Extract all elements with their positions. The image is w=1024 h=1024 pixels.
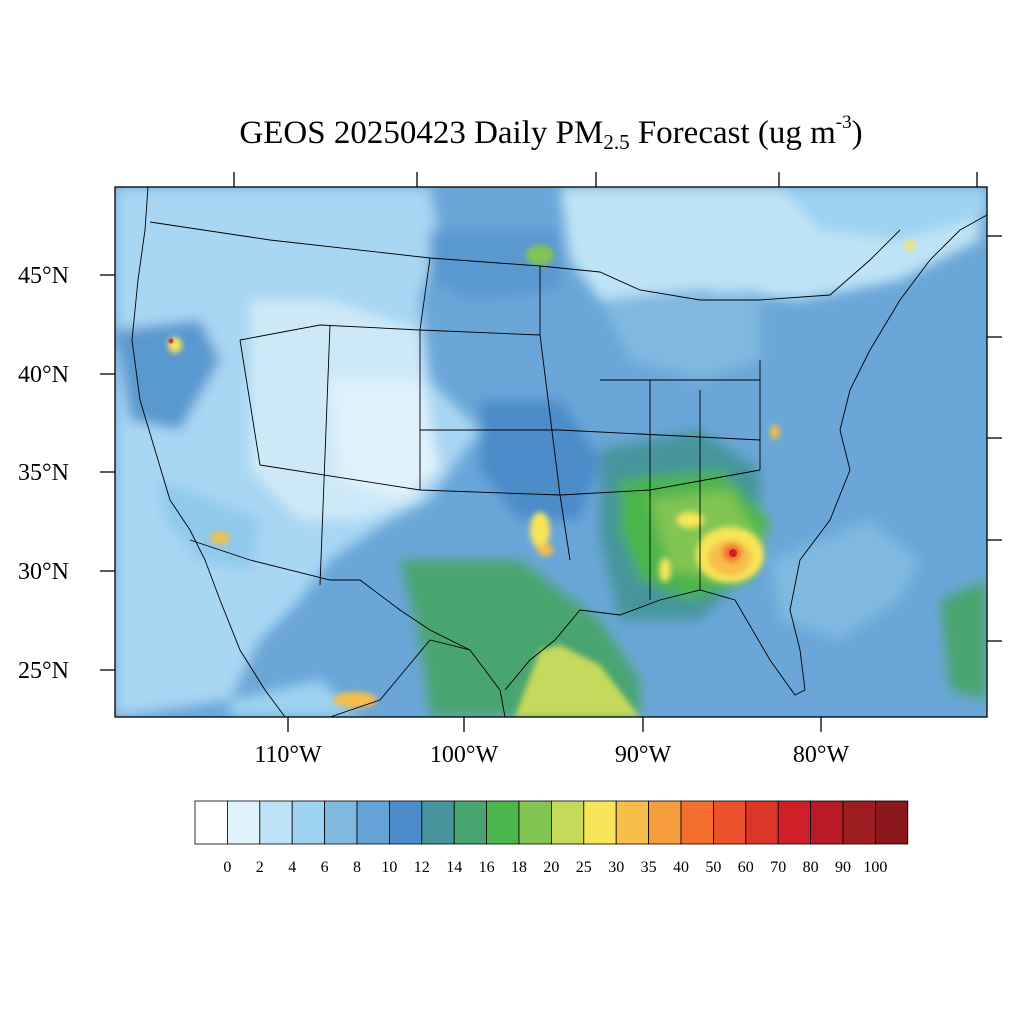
map-frame <box>114 186 988 718</box>
colorbar-label: 14 <box>446 859 462 876</box>
border-mexico <box>189 539 471 651</box>
coastline-gulf <box>329 214 987 717</box>
colorbar-swatch <box>875 800 909 845</box>
colorbar-swatch <box>745 800 779 845</box>
map-area <box>115 187 987 717</box>
colorbar-label: 40 <box>673 859 689 876</box>
colorbar-label: 2 <box>256 859 264 876</box>
colorbar-swatch <box>356 800 390 845</box>
concentration-fields <box>115 187 987 717</box>
coastline-west <box>131 187 286 717</box>
colorbar-label: 30 <box>608 859 624 876</box>
colorbar-swatch <box>453 800 488 845</box>
colorbar-label: 50 <box>705 859 721 876</box>
colorbar-label: 100 <box>863 859 887 876</box>
colorbar-swatch <box>583 800 617 845</box>
colorbar-label: 10 <box>381 859 397 876</box>
gulf-plume <box>515 645 640 717</box>
colorbar: 0 2 4 6 8 10 12 14 16 18 20 25 30 35 40 50 60 70 80 90 100 <box>194 800 909 876</box>
colorbar-label: 60 <box>738 859 754 876</box>
lat-label-40: 40°N <box>18 362 69 388</box>
colorbar-swatch <box>259 800 293 845</box>
southeast-hotspot <box>729 549 737 557</box>
colorbar-swatch <box>486 800 520 845</box>
colorbar-swatch <box>551 800 585 845</box>
boundaries <box>131 187 987 717</box>
colorbar-swatch <box>291 800 326 845</box>
colorbar-label: 35 <box>641 859 657 876</box>
lat-label-35: 35°N <box>18 460 69 486</box>
colorbar-swatch <box>777 800 812 845</box>
colorbar-label: 4 <box>288 859 296 876</box>
colorbar-label: 0 <box>223 859 231 876</box>
colorbar-label: 80 <box>803 859 819 876</box>
colorbar-label: 25 <box>576 859 592 876</box>
lat-label-45: 45°N <box>18 263 69 289</box>
colorbar-swatch <box>615 800 650 845</box>
colorbar-swatch <box>324 800 358 845</box>
tick-marks <box>100 172 1002 732</box>
border-canada <box>149 221 901 301</box>
state-lines <box>239 257 761 600</box>
map-title: GEOS 20250423 Daily PM2.5 Forecast (ug m… <box>239 112 863 154</box>
colorbar-swatch <box>518 800 552 845</box>
latitude-labels: 45°N 40°N 35°N 30°N 25°N <box>18 263 69 684</box>
colorbar-swatch <box>680 800 714 845</box>
longitude-labels: 110°W 100°W 90°W 80°W <box>254 742 849 768</box>
colorbar-label: 90 <box>835 859 851 876</box>
colorbar-swatch <box>421 800 455 845</box>
colorbar-swatch <box>713 800 747 845</box>
lat-label-30: 30°N <box>18 559 69 585</box>
colorbar-swatch <box>810 800 844 845</box>
colorbar-swatch <box>388 800 423 845</box>
colorbar-swatch <box>194 800 228 845</box>
colorbar-label: 16 <box>479 859 495 876</box>
lon-label-110w: 110°W <box>254 742 322 768</box>
colorbar-label: 6 <box>321 859 329 876</box>
colorbar-label: 20 <box>543 859 559 876</box>
colorbar-label: 12 <box>414 859 430 876</box>
colorbar-swatch <box>648 800 682 845</box>
colorbar-label: 18 <box>511 859 527 876</box>
lon-label-100w: 100°W <box>430 742 499 768</box>
lon-label-80w: 80°W <box>793 742 850 768</box>
lon-label-90w: 90°W <box>615 742 672 768</box>
colorbar-label: 70 <box>770 859 786 876</box>
lat-label-25: 25°N <box>18 658 69 684</box>
colorbar-swatch <box>226 800 261 845</box>
colorbar-label: 8 <box>353 859 361 876</box>
colorbar-swatch <box>842 800 876 845</box>
